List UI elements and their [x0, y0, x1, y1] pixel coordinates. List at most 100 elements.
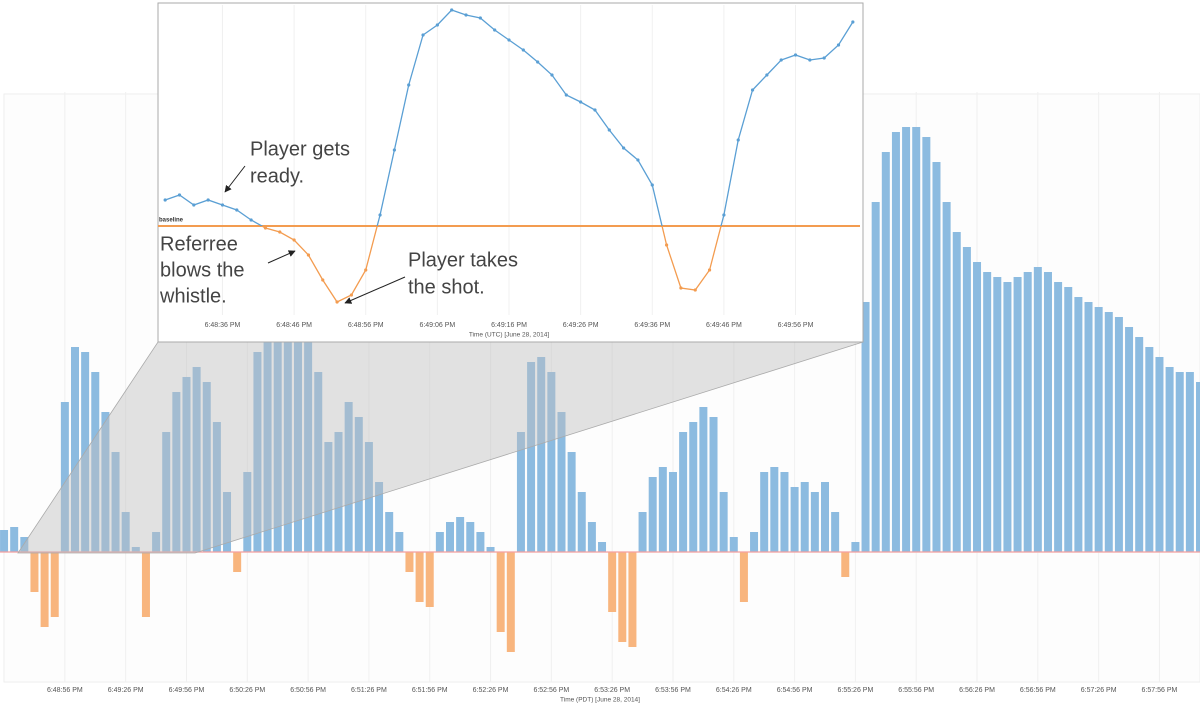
point — [378, 213, 382, 217]
bar — [456, 517, 465, 552]
bar — [293, 337, 302, 552]
point — [206, 198, 210, 202]
annotation: Player takes — [408, 249, 518, 271]
bar — [780, 472, 789, 552]
bar — [912, 127, 921, 552]
x-tick-label: 6:49:26 PM — [563, 322, 599, 329]
bar — [223, 492, 232, 552]
bar — [810, 492, 819, 552]
bar — [902, 127, 911, 552]
bar — [496, 552, 505, 632]
bar — [790, 487, 799, 552]
point — [177, 193, 182, 197]
point — [220, 203, 225, 207]
bar — [1064, 287, 1073, 552]
point — [192, 203, 196, 207]
bar — [1135, 337, 1144, 552]
bar — [719, 492, 728, 552]
bar — [841, 552, 850, 577]
bar — [375, 482, 384, 552]
annotation: ready. — [250, 165, 304, 187]
point — [750, 88, 755, 92]
bar — [364, 442, 373, 552]
bar — [60, 402, 69, 552]
bar — [182, 377, 191, 552]
x-tick-label: 6:52:56 PM — [533, 687, 569, 694]
point — [579, 100, 583, 104]
bar — [425, 552, 434, 607]
point — [163, 198, 167, 202]
bar — [415, 552, 424, 602]
bar — [1175, 372, 1184, 552]
bar — [1013, 277, 1022, 552]
bar — [141, 552, 150, 617]
x-tick-label: 6:53:26 PM — [594, 687, 630, 694]
bar — [618, 552, 627, 642]
bar — [476, 532, 485, 552]
point — [364, 268, 368, 272]
point — [793, 53, 798, 57]
point — [622, 146, 626, 150]
bar — [750, 532, 759, 552]
x-tick-label: 6:53:56 PM — [655, 687, 691, 694]
bar — [973, 262, 982, 552]
bar — [71, 347, 79, 552]
bar — [598, 542, 607, 552]
bar — [547, 372, 556, 552]
annotation: whistle. — [159, 285, 227, 307]
point — [536, 60, 540, 64]
bar — [881, 152, 890, 552]
bar — [273, 337, 282, 552]
point — [736, 138, 740, 142]
point — [822, 56, 826, 60]
point — [650, 183, 654, 187]
x-tick-label: 6:48:46 PM — [276, 322, 312, 329]
point — [765, 73, 769, 77]
bar — [516, 432, 525, 552]
bar — [435, 532, 444, 552]
point — [707, 268, 712, 272]
bar — [1125, 327, 1134, 552]
x-tick-label: 6:49:16 PM — [491, 322, 527, 329]
x-tick-label: 6:49:46 PM — [706, 322, 742, 329]
bar — [1145, 347, 1154, 552]
bar — [91, 372, 100, 552]
bar — [932, 162, 941, 552]
bar — [709, 417, 718, 552]
point — [779, 58, 783, 62]
x-tick-label: 6:57:26 PM — [1081, 687, 1117, 694]
bar — [557, 412, 566, 552]
bar — [253, 352, 262, 552]
x-tick-label: 6:49:56 PM — [778, 322, 814, 329]
bar — [314, 372, 323, 552]
bar — [344, 402, 353, 552]
bar — [324, 442, 333, 552]
bar — [638, 512, 647, 552]
point — [564, 93, 568, 97]
annotation: blows the — [160, 259, 245, 281]
bar — [861, 302, 870, 552]
point — [851, 20, 855, 24]
bar — [983, 272, 992, 552]
x-tick-label: 6:52:26 PM — [473, 687, 509, 694]
point — [292, 238, 296, 242]
bar — [891, 132, 900, 552]
bar — [1023, 272, 1032, 552]
bar — [1084, 302, 1093, 552]
point — [478, 16, 482, 20]
bar — [1114, 317, 1123, 552]
x-tick-label: 6:54:26 PM — [716, 687, 752, 694]
bar — [831, 512, 840, 552]
bar — [405, 552, 414, 572]
x-tick-label: 6:48:56 PM — [47, 687, 83, 694]
bar — [334, 432, 343, 552]
x-tick-label: 6:49:36 PM — [634, 322, 670, 329]
x-tick-label: 6:57:56 PM — [1142, 687, 1178, 694]
point — [421, 33, 425, 37]
bar — [506, 552, 515, 652]
bar — [527, 362, 536, 552]
point — [808, 58, 812, 62]
x-tick-label: 6:56:56 PM — [1020, 687, 1056, 694]
